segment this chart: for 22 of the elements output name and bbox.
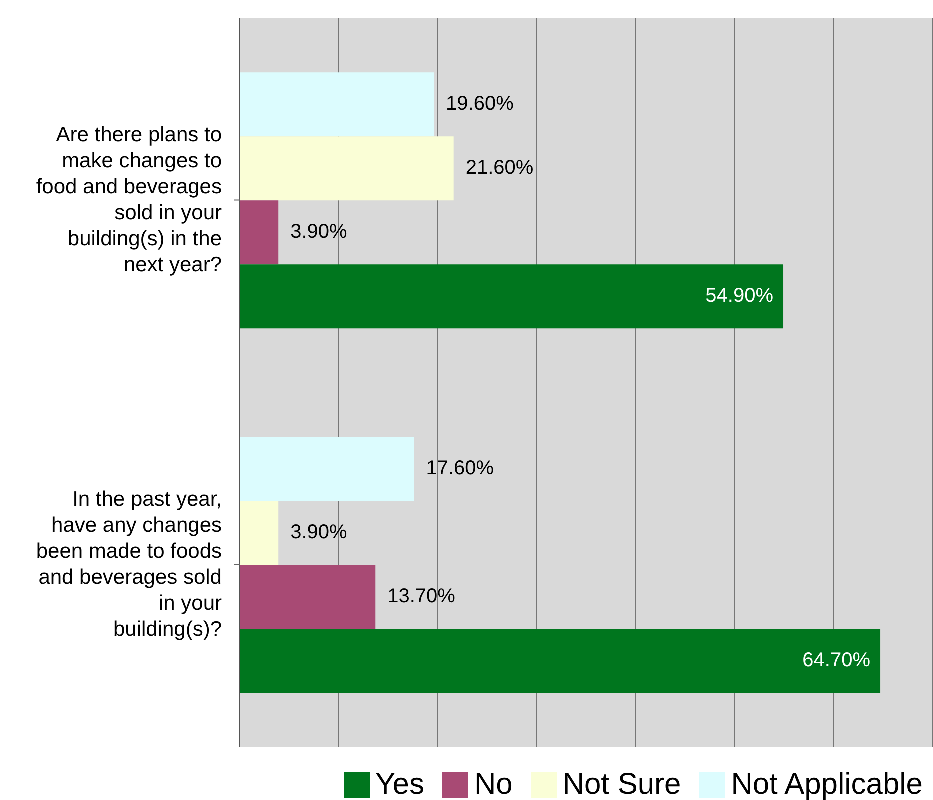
legend-label: Yes bbox=[376, 768, 424, 800]
y-tick-label: In the past year, have any changes been made to foods and beverages sold in your building(s)? bbox=[36, 487, 222, 640]
bar bbox=[240, 629, 881, 694]
legend-label: No bbox=[474, 768, 513, 800]
data-label: 21.60% bbox=[466, 156, 534, 179]
bar bbox=[240, 72, 434, 137]
data-label: 54.90% bbox=[706, 284, 774, 307]
bar bbox=[240, 565, 376, 630]
bar bbox=[240, 264, 784, 329]
legend-label: Not Applicable bbox=[731, 768, 923, 800]
bar bbox=[240, 200, 279, 265]
legend-label: Not Sure bbox=[562, 768, 682, 800]
data-label: 3.90% bbox=[290, 220, 348, 243]
data-label: 17.60% bbox=[426, 457, 494, 480]
data-label: 64.70% bbox=[802, 649, 871, 672]
y-tick-label: Are there plans to make changes to food and beverages sold in your building(s) in the next year? bbox=[36, 122, 222, 276]
bar bbox=[240, 136, 454, 201]
bar bbox=[240, 437, 414, 502]
bar bbox=[240, 501, 279, 566]
data-label: 3.90% bbox=[290, 521, 348, 544]
data-label: 13.70% bbox=[388, 585, 456, 608]
data-label: 19.60% bbox=[446, 92, 514, 115]
